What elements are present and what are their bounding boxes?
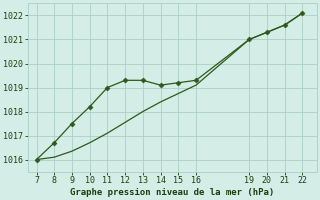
- X-axis label: Graphe pression niveau de la mer (hPa): Graphe pression niveau de la mer (hPa): [70, 188, 274, 197]
